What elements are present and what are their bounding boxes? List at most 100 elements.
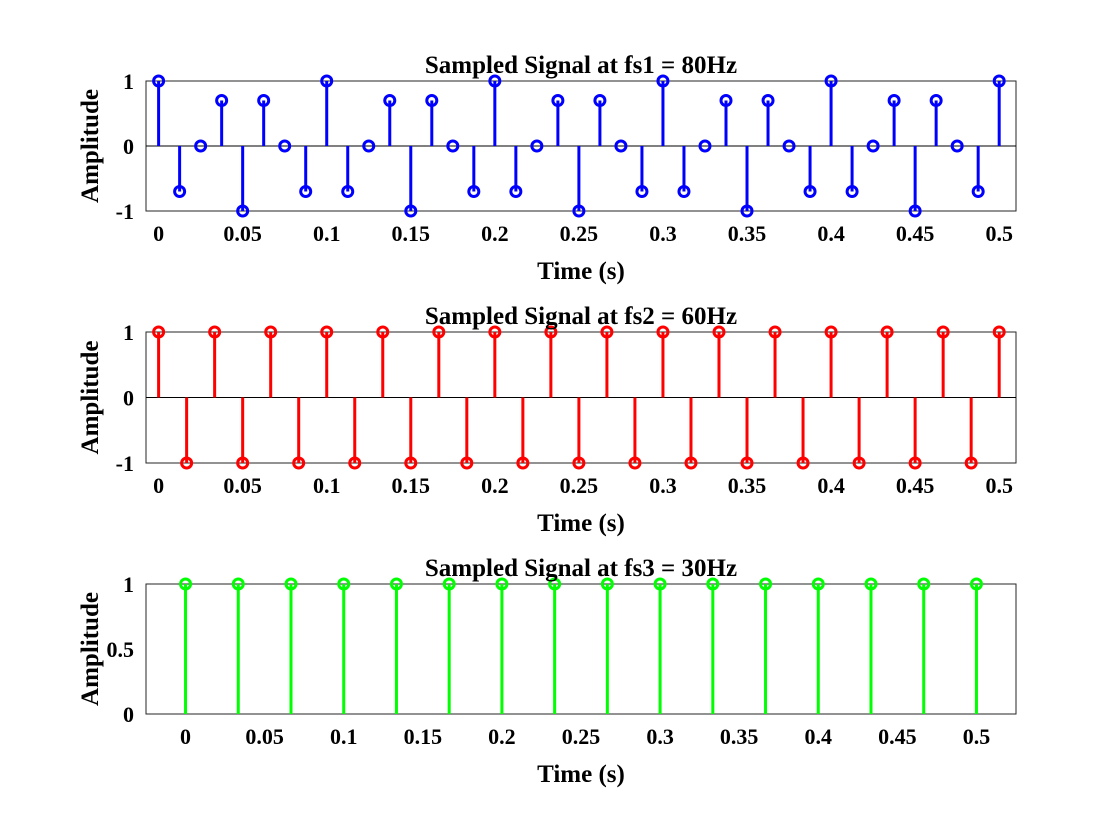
x-tick-label: 0.35 bbox=[728, 221, 767, 246]
y-tick-label: -1 bbox=[116, 451, 134, 476]
stem-marker bbox=[509, 185, 523, 198]
stem-marker bbox=[572, 204, 586, 218]
stem-marker bbox=[908, 204, 922, 218]
stem-marker bbox=[677, 185, 691, 198]
stem-marker bbox=[432, 325, 446, 339]
stem-marker bbox=[768, 325, 782, 339]
x-tick-label: 0.2 bbox=[481, 473, 509, 498]
x-tick-label: 0.5 bbox=[985, 473, 1013, 498]
stem-marker bbox=[572, 456, 586, 470]
x-tick-label: 0.05 bbox=[223, 473, 262, 498]
stem-marker bbox=[404, 204, 418, 218]
stem-marker bbox=[852, 456, 866, 470]
x-tick-label: 0.3 bbox=[649, 221, 677, 246]
stem-marker bbox=[488, 74, 502, 88]
stem-marker bbox=[488, 325, 502, 339]
x-tick-label: 0.25 bbox=[560, 221, 599, 246]
y-tick-label: 1 bbox=[123, 69, 134, 94]
subplot-3: 0 0.05 0.1 0.15 0.2 0.25 0.3 0.35 0.4 0.45 0.5 0 0.5… bbox=[77, 555, 1017, 788]
x-tick-label: 0.1 bbox=[313, 221, 341, 246]
stem-marker bbox=[864, 577, 878, 591]
stem-marker bbox=[284, 577, 298, 591]
stem-marker bbox=[446, 139, 460, 153]
x-tick-label: 0.1 bbox=[330, 724, 358, 749]
stem-marker bbox=[236, 456, 250, 470]
y-tick-label: 0.5 bbox=[107, 637, 135, 662]
x-tick-label: 0.05 bbox=[223, 221, 262, 246]
stem-marker bbox=[292, 456, 306, 470]
subplot-1: 0 0.05 0.1 0.15 0.2 0.25 0.3 0.35 0.4 0.45 0.5 -1 0 1… bbox=[77, 52, 1017, 285]
y-tick-label: 0 bbox=[123, 134, 134, 159]
stem-marker bbox=[425, 94, 439, 107]
stem-marker bbox=[635, 185, 649, 198]
x-tick-label: 0.15 bbox=[392, 221, 431, 246]
x-tick-label: 0.25 bbox=[560, 473, 599, 498]
stem-marker bbox=[348, 456, 362, 470]
stem-marker bbox=[719, 94, 733, 107]
y-tick-label: 1 bbox=[123, 320, 134, 345]
x-tick-label: 0 bbox=[153, 221, 164, 246]
x-tick-label: 0.3 bbox=[646, 724, 674, 749]
x-tick-label: 0 bbox=[153, 473, 164, 498]
stem-marker bbox=[628, 456, 642, 470]
stem-marker bbox=[460, 456, 474, 470]
x-tick-label: 0.4 bbox=[817, 473, 845, 498]
stem-marker bbox=[320, 325, 334, 339]
stem-marker bbox=[866, 139, 880, 153]
x-tick-label: 0.45 bbox=[896, 473, 935, 498]
stem-marker bbox=[936, 325, 950, 339]
x-tick-label: 0.25 bbox=[562, 724, 601, 749]
stem-marker bbox=[614, 139, 628, 153]
x-tick-label: 0.35 bbox=[728, 473, 767, 498]
stem-marker bbox=[969, 577, 983, 591]
y-tick-label: 1 bbox=[123, 572, 134, 597]
stem-marker bbox=[880, 325, 894, 339]
stem-marker bbox=[337, 577, 351, 591]
x-tick-label: 0.2 bbox=[481, 221, 509, 246]
stem-marker bbox=[656, 74, 670, 88]
stem-marker bbox=[180, 456, 194, 470]
x-tick-label: 0.15 bbox=[392, 473, 431, 498]
stem-marker bbox=[152, 74, 166, 88]
stem-marker bbox=[698, 139, 712, 153]
y-axis-label: Amplitude bbox=[77, 89, 104, 203]
stem-marker bbox=[964, 456, 978, 470]
stem-marker bbox=[299, 185, 313, 198]
stem-marker bbox=[495, 577, 509, 591]
x-tick-label: 0.15 bbox=[404, 724, 443, 749]
stem-marker bbox=[194, 139, 208, 153]
stem-marker bbox=[551, 94, 565, 107]
stem-marker bbox=[845, 185, 859, 198]
chart-title: Sampled Signal at fs1 = 80Hz bbox=[425, 52, 737, 79]
stem-marker bbox=[404, 456, 418, 470]
stem-marker bbox=[992, 325, 1006, 339]
x-tick-label: 0.4 bbox=[805, 724, 833, 749]
stem-marker bbox=[320, 74, 334, 88]
x-tick-label: 0.45 bbox=[878, 724, 917, 749]
y-axis-label: Amplitude bbox=[77, 592, 104, 706]
stem-marker bbox=[389, 577, 403, 591]
stem-marker bbox=[684, 456, 698, 470]
stem-marker bbox=[761, 94, 775, 107]
stem-marker bbox=[796, 456, 810, 470]
stem-marker bbox=[782, 139, 796, 153]
stem-marker bbox=[712, 325, 726, 339]
stem-marker bbox=[950, 139, 964, 153]
stem-marker bbox=[908, 456, 922, 470]
x-tick-label: 0.05 bbox=[245, 724, 284, 749]
x-tick-label: 0.45 bbox=[896, 221, 935, 246]
stem-marker bbox=[803, 185, 817, 198]
stem-marker bbox=[917, 577, 931, 591]
chart-title: Sampled Signal at fs3 = 30Hz bbox=[425, 555, 737, 582]
stem-marker bbox=[593, 94, 607, 107]
stem-marker bbox=[653, 577, 667, 591]
x-axis-label: Time (s) bbox=[537, 510, 625, 537]
stem-marker bbox=[173, 185, 187, 198]
stem-marker bbox=[376, 325, 390, 339]
stem-marker bbox=[824, 74, 838, 88]
plot-frame bbox=[145, 583, 1017, 715]
stem-marker bbox=[600, 325, 614, 339]
stem-marker bbox=[740, 204, 754, 218]
y-tick-label: 0 bbox=[123, 702, 134, 727]
